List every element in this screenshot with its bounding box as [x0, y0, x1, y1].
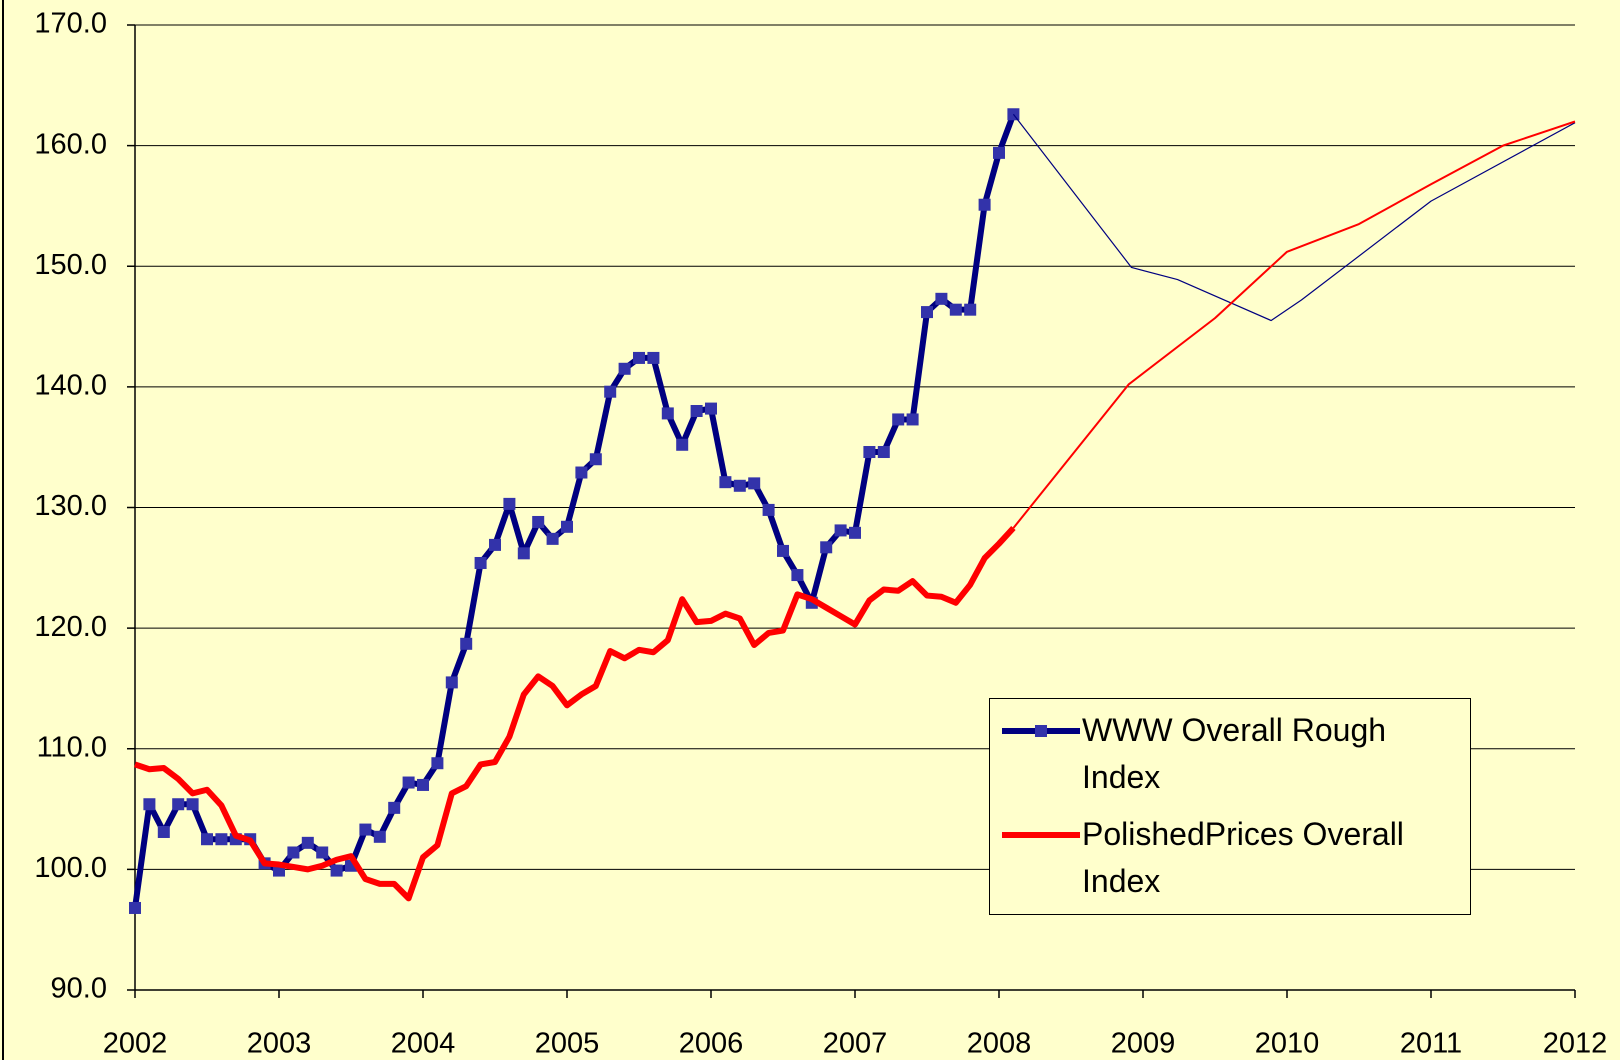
marker	[143, 798, 156, 811]
x-tick-label: 2009	[1111, 1028, 1176, 1060]
y-tick-label: 160.0	[34, 128, 107, 160]
marker	[834, 524, 847, 537]
y-tick-label: 170.0	[34, 8, 107, 40]
y-tick-label: 150.0	[34, 249, 107, 281]
marker	[445, 676, 458, 689]
marker	[647, 351, 660, 364]
marker	[921, 306, 933, 319]
marker	[287, 846, 300, 859]
marker	[892, 413, 905, 426]
marker	[589, 453, 602, 466]
marker	[301, 836, 314, 849]
x-tick-label: 2010	[1255, 1028, 1320, 1060]
marker	[877, 446, 890, 459]
marker	[172, 798, 185, 811]
marker	[561, 520, 573, 533]
legend: WWW Overall Rough Index PolishedPrices Ov…	[989, 698, 1471, 915]
marker	[849, 526, 861, 539]
marker	[474, 556, 487, 569]
marker	[330, 864, 343, 877]
marker	[791, 569, 804, 582]
y-tick-label: 120.0	[34, 611, 107, 643]
marker	[157, 825, 170, 838]
x-tick-label: 2002	[103, 1028, 168, 1060]
x-tick-label: 2007	[823, 1028, 888, 1060]
legend-item: WWW Overall Rough Index	[1002, 707, 1470, 801]
marker	[388, 801, 401, 814]
y-tick-label: 130.0	[34, 490, 107, 522]
marker	[719, 476, 732, 489]
series-line	[1012, 120, 1576, 529]
x-tick-label: 2006	[679, 1028, 744, 1060]
marker	[633, 351, 645, 364]
marker	[748, 477, 761, 490]
marker	[532, 515, 545, 528]
legend-item: PolishedPrices Overall Index	[1002, 811, 1470, 905]
marker	[777, 544, 789, 557]
marker	[618, 362, 631, 375]
legend-label: PolishedPrices Overall Index	[1082, 816, 1404, 899]
marker	[402, 776, 415, 789]
marker	[129, 901, 141, 914]
marker	[993, 146, 1005, 159]
marker	[359, 823, 372, 836]
legend-marker	[1035, 725, 1047, 737]
marker	[503, 497, 516, 510]
marker	[460, 637, 473, 650]
marker	[705, 402, 717, 415]
marker	[690, 405, 703, 417]
marker	[201, 833, 213, 846]
x-tick-label: 2005	[535, 1028, 600, 1060]
legend-swatch	[1002, 725, 1080, 737]
marker	[517, 547, 530, 560]
marker	[417, 778, 429, 791]
marker	[316, 846, 329, 859]
marker	[964, 303, 977, 316]
marker	[575, 466, 588, 479]
y-tick-label: 100.0	[34, 852, 107, 884]
marker	[978, 198, 991, 211]
y-tick-label: 90.0	[51, 973, 107, 1005]
y-tick-label: 110.0	[37, 731, 107, 763]
x-tick-label: 2008	[967, 1028, 1032, 1060]
marker	[546, 532, 559, 545]
x-tick-label: 2012	[1543, 1028, 1608, 1060]
marker	[676, 438, 689, 451]
marker	[373, 830, 386, 843]
marker	[186, 798, 199, 811]
x-tick-label: 2011	[1400, 1028, 1462, 1060]
marker	[906, 413, 919, 426]
marker	[762, 503, 775, 516]
marker	[604, 385, 617, 398]
x-tick-label: 2004	[391, 1028, 456, 1060]
y-tick-label: 140.0	[34, 370, 107, 402]
marker	[733, 479, 746, 492]
legend-label: WWW Overall Rough Index	[1082, 712, 1387, 795]
series-line	[132, 113, 1017, 909]
marker	[863, 446, 876, 459]
series-line	[134, 525, 1016, 902]
marker	[935, 292, 948, 305]
marker	[949, 303, 962, 316]
legend-swatch	[1002, 832, 1080, 838]
marker	[431, 757, 444, 770]
marker	[661, 407, 674, 420]
marker	[215, 833, 228, 846]
series-line	[1012, 113, 1576, 322]
marker	[820, 541, 833, 554]
marker	[489, 538, 501, 551]
x-tick-label: 2003	[247, 1028, 312, 1060]
